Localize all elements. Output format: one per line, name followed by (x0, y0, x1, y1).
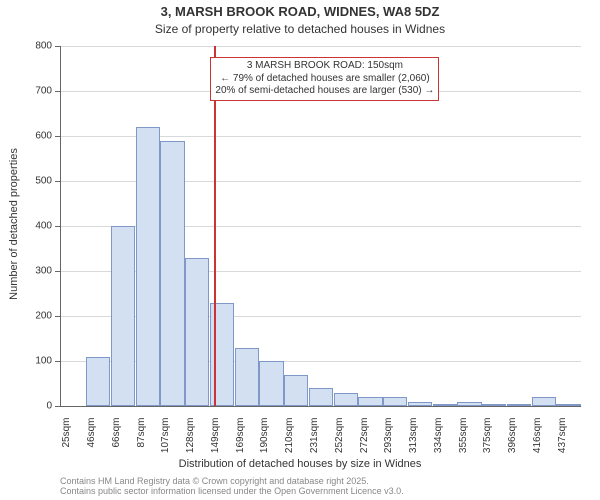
x-tick-label: 231sqm (309, 418, 320, 464)
x-tick-label: 66sqm (111, 418, 122, 464)
annotation-line: ← 79% of detached houses are smaller (2,… (215, 73, 434, 86)
x-tick-label: 375sqm (482, 418, 493, 464)
histogram-bar (358, 397, 382, 406)
y-tick-label: 300 (0, 266, 52, 277)
x-tick-label: 107sqm (160, 418, 171, 464)
histogram-bar (160, 141, 184, 407)
y-tick-label: 800 (0, 41, 52, 52)
x-tick-label: 396sqm (507, 418, 518, 464)
x-tick-label: 25sqm (61, 418, 72, 464)
histogram-bar (259, 361, 283, 406)
footnote: Contains HM Land Registry data © Crown c… (0, 476, 600, 496)
histogram-bar (383, 397, 407, 406)
histogram-bar (532, 397, 556, 406)
x-tick-label: 272sqm (359, 418, 370, 464)
histogram-bar (482, 404, 506, 406)
x-tick-label: 416sqm (532, 418, 543, 464)
histogram-bar (86, 357, 110, 407)
histogram-bar (111, 226, 135, 406)
x-tick-label: 149sqm (210, 418, 221, 464)
footnote-line-2: Contains public sector information licen… (60, 486, 600, 496)
x-tick-label: 128sqm (185, 418, 196, 464)
histogram-chart: 3, MARSH BROOK ROAD, WIDNES, WA8 5DZ Siz… (0, 0, 600, 500)
histogram-bar (556, 404, 580, 406)
y-tick-label: 100 (0, 356, 52, 367)
x-tick-label: 313sqm (408, 418, 419, 464)
chart-subtitle: Size of property relative to detached ho… (0, 22, 600, 36)
y-tick-label: 600 (0, 131, 52, 142)
annotation-box: 3 MARSH BROOK ROAD: 150sqm← 79% of detac… (210, 57, 439, 101)
histogram-bar (457, 402, 481, 407)
footnote-line-1: Contains HM Land Registry data © Crown c… (60, 476, 600, 486)
annotation-line: 3 MARSH BROOK ROAD: 150sqm (215, 60, 434, 73)
annotation-line: 20% of semi-detached houses are larger (… (215, 85, 434, 98)
y-tick-label: 700 (0, 86, 52, 97)
chart-title: 3, MARSH BROOK ROAD, WIDNES, WA8 5DZ (0, 4, 600, 19)
x-tick-label: 190sqm (259, 418, 270, 464)
y-tick-label: 500 (0, 176, 52, 187)
histogram-bar (185, 258, 209, 407)
y-tick-label: 400 (0, 221, 52, 232)
plot-area: 3 MARSH BROOK ROAD: 150sqm← 79% of detac… (60, 46, 581, 407)
histogram-bar (334, 393, 358, 407)
x-tick-label: 355sqm (458, 418, 469, 464)
histogram-bar (433, 404, 457, 406)
y-tick-label: 200 (0, 311, 52, 322)
histogram-bar (408, 402, 432, 407)
gridline (61, 46, 581, 47)
x-tick-label: 46sqm (86, 418, 97, 464)
x-tick-label: 87sqm (136, 418, 147, 464)
histogram-bar (284, 375, 308, 407)
x-tick-label: 293sqm (383, 418, 394, 464)
x-tick-label: 334sqm (433, 418, 444, 464)
x-tick-label: 210sqm (284, 418, 295, 464)
histogram-bar (235, 348, 259, 407)
x-tick-label: 169sqm (235, 418, 246, 464)
x-tick-label: 437sqm (557, 418, 568, 464)
x-tick-label: 252sqm (334, 418, 345, 464)
histogram-bar (136, 127, 160, 406)
histogram-bar (507, 404, 531, 406)
histogram-bar (309, 388, 333, 406)
y-tick-label: 0 (0, 401, 52, 412)
